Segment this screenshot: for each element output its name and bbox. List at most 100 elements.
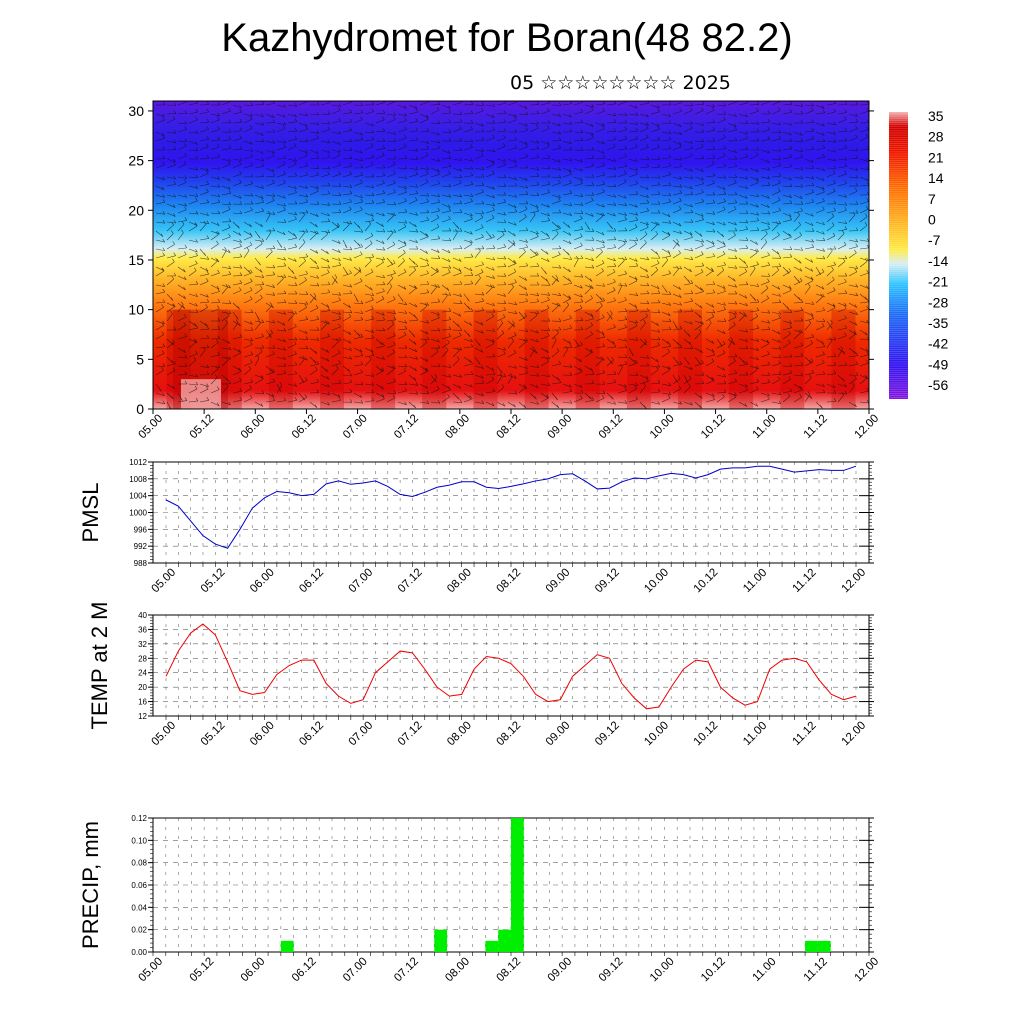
wind-barb	[826, 383, 836, 389]
wind-barb-flag	[338, 380, 342, 384]
x-tick-label: 11.12	[802, 413, 830, 441]
wind-barb	[727, 360, 736, 367]
wind-barb	[210, 185, 220, 188]
wind-barb	[298, 185, 308, 189]
x-tick-label: 07.00	[341, 412, 370, 441]
wind-barb-flag	[503, 350, 506, 354]
wind-barb-flag	[778, 207, 781, 211]
wind-barb-flag	[371, 329, 374, 333]
wind-barb-flag	[855, 243, 858, 247]
wind-barb-flag	[459, 157, 463, 161]
wind-barb-flag	[789, 200, 793, 204]
wind-barb	[397, 370, 407, 376]
wind-barb-flag	[765, 230, 768, 234]
wind-barb-flag	[700, 268, 704, 273]
wind-barb	[254, 149, 264, 154]
wind-barb-flag	[470, 371, 474, 375]
wind-barb-flag	[448, 207, 451, 211]
wind-barb-flag	[602, 212, 605, 216]
wind-barb-flag	[381, 367, 385, 371]
wind-barb-flag	[349, 138, 353, 143]
wind-barb	[529, 194, 540, 196]
wind-barb-flag	[613, 212, 616, 217]
wind-barb-flag	[349, 127, 353, 131]
wind-barb-flag	[426, 336, 430, 340]
wind-barb-flag	[613, 263, 617, 267]
wind-barb	[716, 130, 726, 133]
wind-barb-flag	[456, 225, 460, 229]
wind-barb-flag	[712, 309, 716, 313]
wind-barb-flag	[580, 147, 584, 151]
wind-barb-flag	[283, 179, 286, 184]
wind-barb-flag	[821, 285, 825, 290]
wind-barb	[661, 165, 671, 169]
wind-barb-flag	[260, 285, 263, 289]
wind-barb	[188, 353, 198, 358]
wind-barb	[408, 365, 417, 372]
wind-barb	[529, 392, 537, 400]
wind-barb-flag	[866, 387, 869, 392]
wind-barb-flag	[183, 276, 187, 280]
wind-barb-flag	[183, 286, 186, 291]
wind-barb-flag	[547, 141, 550, 145]
wind-barb	[408, 392, 418, 395]
wind-barb	[826, 111, 836, 115]
wind-barb-flag	[668, 171, 671, 175]
wind-barb	[551, 228, 561, 232]
wind-barb	[155, 202, 165, 205]
wind-barb-flag	[249, 287, 253, 291]
wind-barb	[166, 221, 176, 224]
wind-barb-flag	[524, 213, 527, 218]
wind-barb	[760, 139, 770, 142]
wind-barb-flag	[261, 333, 264, 337]
wind-barb-flag	[602, 390, 606, 394]
wind-barb	[650, 224, 658, 232]
wind-barb	[254, 336, 264, 340]
wind-barb-flag	[393, 310, 397, 315]
wind-barb	[584, 318, 594, 322]
wind-barb	[573, 111, 583, 115]
wind-barb-flag	[414, 367, 417, 372]
wind-barb	[650, 248, 659, 255]
wind-barb-flag	[514, 260, 517, 264]
wind-barb	[298, 149, 308, 154]
wind-barb-flag	[525, 184, 528, 189]
wind-barb-flag	[270, 329, 273, 334]
wind-barb-flag	[591, 147, 595, 151]
wind-barb	[694, 362, 704, 367]
wind-barb	[430, 351, 439, 358]
wind-barb-flag	[830, 247, 833, 251]
wind-barb	[342, 365, 351, 372]
wind-barb	[694, 347, 703, 354]
wind-barb-flag	[701, 155, 705, 159]
wind-barb	[221, 110, 231, 115]
wind-barb-flag	[701, 189, 704, 193]
wind-barb	[210, 377, 218, 385]
wind-barb-flag	[261, 319, 265, 323]
wind-barb-flag	[502, 143, 506, 147]
wind-barb	[188, 263, 198, 268]
wind-barb	[320, 272, 330, 277]
wind-barb	[749, 154, 759, 160]
wind-barb-flag	[217, 193, 221, 198]
wind-barb-flag	[635, 158, 638, 162]
wind-barb-flag	[624, 238, 628, 243]
wind-barb	[353, 131, 363, 136]
wind-barb-flag	[786, 306, 790, 310]
wind-barb-flag	[250, 341, 253, 345]
wind-barb-flag	[767, 118, 771, 123]
wind-barb	[529, 248, 537, 256]
wind-barb	[419, 201, 429, 205]
wind-barb-flag	[664, 289, 668, 293]
wind-barb	[639, 380, 649, 385]
wind-barb-flag	[558, 197, 561, 202]
wind-barb-flag	[547, 235, 551, 239]
wind-barb-flag	[216, 285, 220, 290]
wind-barb	[210, 342, 219, 349]
wind-barb	[837, 147, 847, 151]
wind-barb-flag	[855, 147, 859, 152]
wind-barb	[210, 260, 218, 268]
wind-barb-flag	[756, 193, 760, 198]
wind-barb-flag	[283, 290, 287, 294]
wind-barb-flag	[745, 226, 749, 230]
